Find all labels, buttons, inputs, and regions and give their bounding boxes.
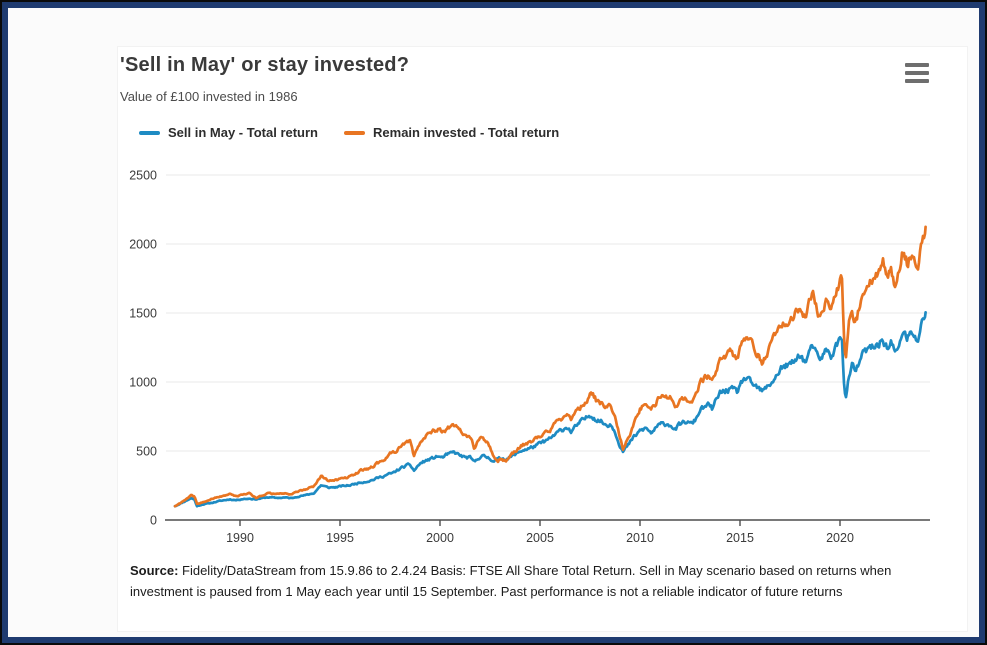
y-axis-label: 2000 — [129, 238, 157, 252]
source-label: Source: — [130, 563, 179, 578]
x-axis-label: 1995 — [326, 531, 354, 545]
y-axis-label: 1500 — [129, 307, 157, 321]
x-axis-label: 2020 — [826, 531, 854, 545]
x-axis-label: 2005 — [526, 531, 554, 545]
chart-menu-button[interactable] — [903, 59, 931, 87]
y-axis-label: 1000 — [129, 376, 157, 390]
legend-swatch-orange — [344, 130, 366, 135]
page-title: 'Sell in May' or stay invested? — [120, 54, 410, 76]
series-line-0 — [173, 310, 927, 508]
legend-label: Sell in May - Total return — [168, 125, 319, 140]
legend-item-sell-in-may[interactable]: Sell in May - Total return — [139, 125, 318, 140]
x-axis-label: 1990 — [226, 531, 254, 545]
hamburger-menu-icon — [905, 71, 929, 75]
legend-item-remain-invested[interactable]: Remain invested - Total return — [344, 125, 559, 140]
chart-subtitle: Value of £100 invested in 1986 — [120, 89, 298, 104]
y-axis-label: 2500 — [129, 169, 157, 183]
hamburger-menu-icon — [905, 63, 929, 67]
chart-card — [117, 46, 968, 632]
source-text: Fidelity/DataStream from 15.9.86 to 2.4.… — [130, 563, 892, 600]
x-axis-label: 2015 — [726, 531, 754, 545]
legend-label: Remain invested - Total return — [373, 125, 560, 140]
y-axis-label: 500 — [136, 445, 157, 459]
y-axis-label: 0 — [150, 514, 157, 528]
hamburger-menu-icon — [905, 79, 929, 83]
x-axis-label: 2000 — [426, 531, 454, 545]
legend-swatch-blue — [139, 130, 160, 135]
source-note: Source: Fidelity/DataStream from 15.9.86… — [130, 560, 944, 602]
x-axis-label: 2010 — [626, 531, 654, 545]
chart-legend: Sell in May - Total return Remain invest… — [139, 125, 559, 140]
series-line-1 — [173, 225, 927, 508]
